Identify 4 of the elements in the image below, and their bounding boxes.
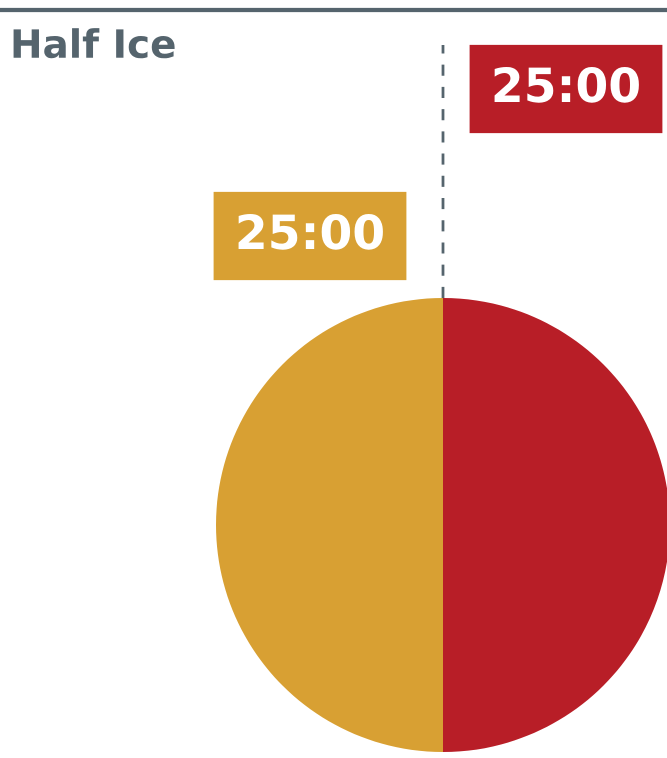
data-label: 25:00	[238, 214, 383, 250]
data-label: 25:00	[494, 66, 639, 103]
pie-slice	[216, 298, 443, 752]
chart-title: Half Ice	[14, 28, 175, 58]
